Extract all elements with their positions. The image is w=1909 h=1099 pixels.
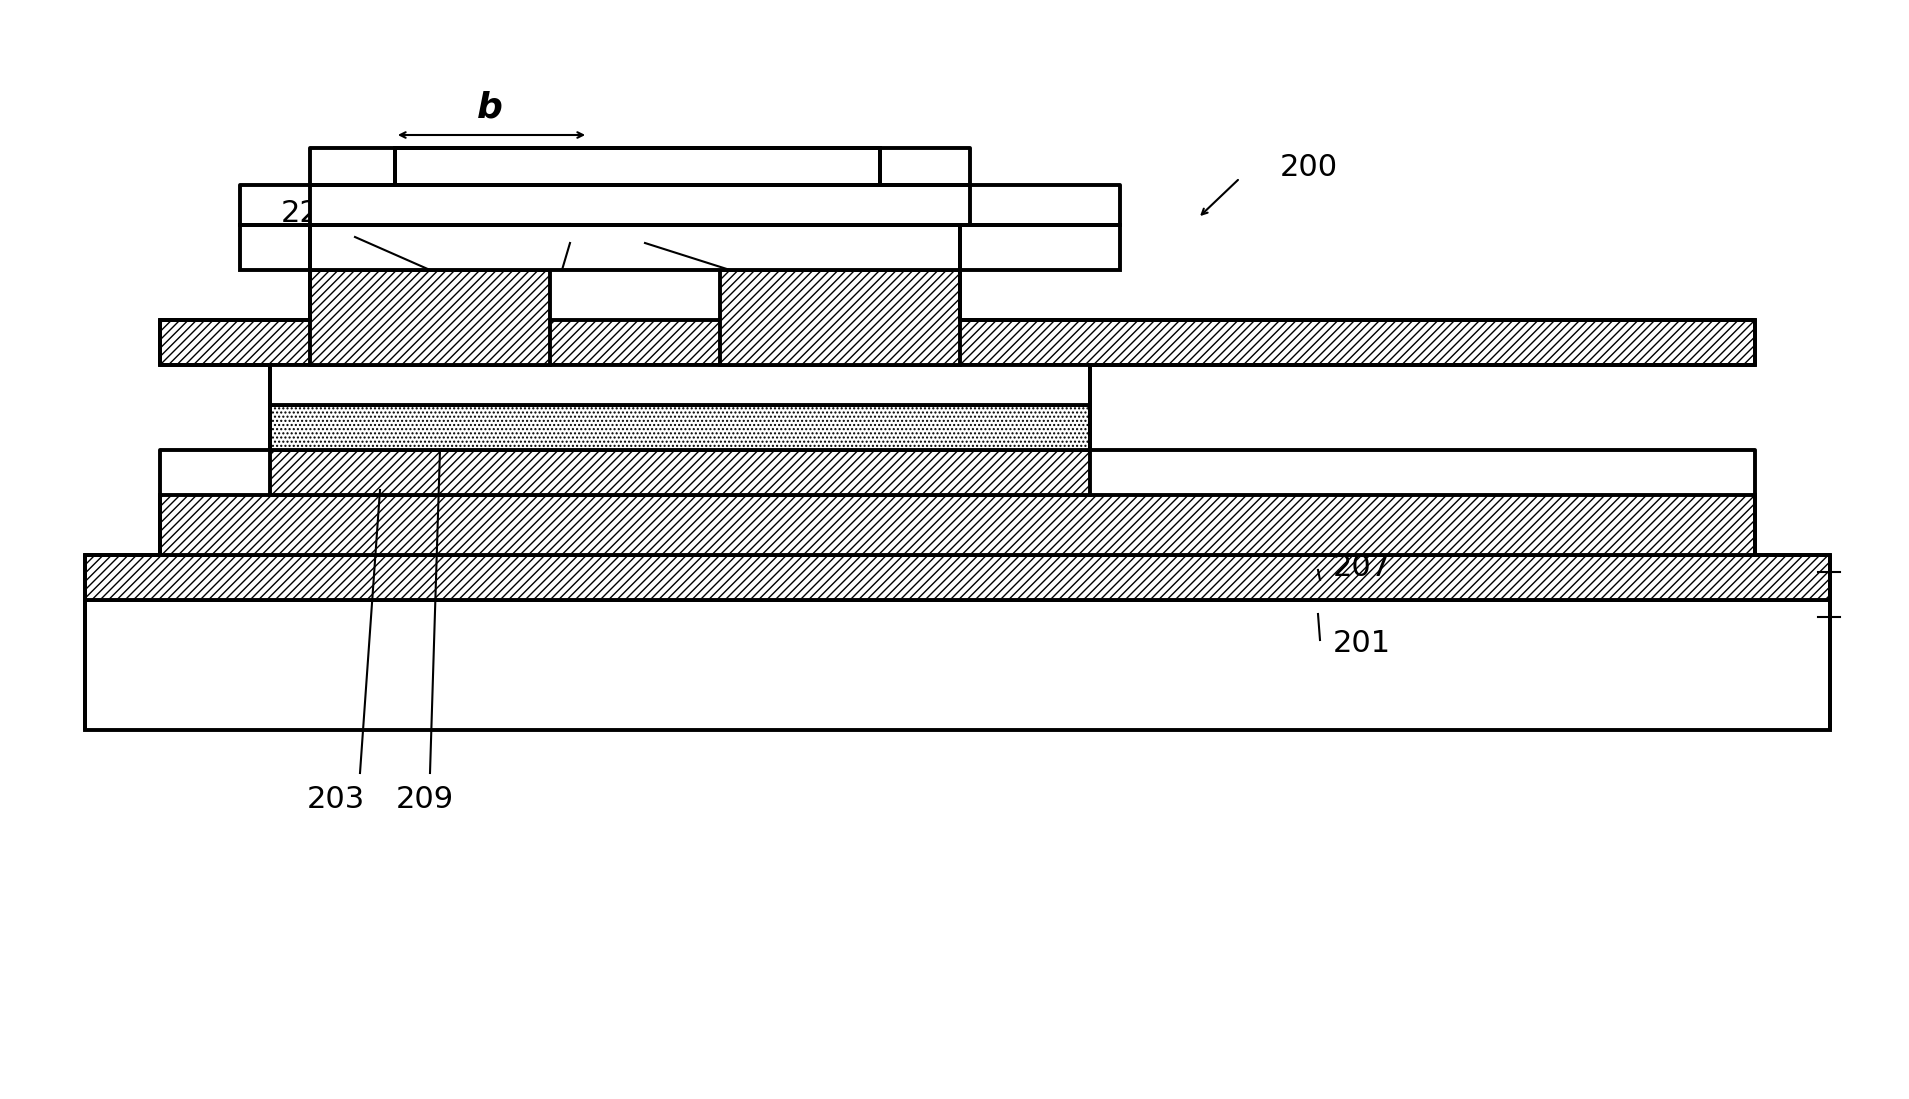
Text: 207: 207 xyxy=(1332,554,1392,582)
Text: 211: 211 xyxy=(536,199,596,227)
Bar xyxy=(395,148,880,185)
Bar xyxy=(160,495,1754,555)
Bar xyxy=(86,600,1831,730)
Bar xyxy=(269,449,1090,495)
Text: 223: 223 xyxy=(605,199,664,227)
Text: 209: 209 xyxy=(395,785,454,814)
Bar xyxy=(720,270,960,365)
Text: 200: 200 xyxy=(1281,154,1338,182)
Text: b: b xyxy=(477,91,502,125)
Bar xyxy=(309,185,970,225)
Bar xyxy=(269,365,1090,406)
Bar xyxy=(86,555,1831,600)
Text: 201: 201 xyxy=(1332,629,1392,657)
Text: 221: 221 xyxy=(281,199,340,227)
Text: 203: 203 xyxy=(307,785,365,814)
Bar xyxy=(269,406,1090,449)
Bar xyxy=(241,225,1121,270)
Bar xyxy=(160,320,1754,365)
Bar xyxy=(309,270,550,365)
